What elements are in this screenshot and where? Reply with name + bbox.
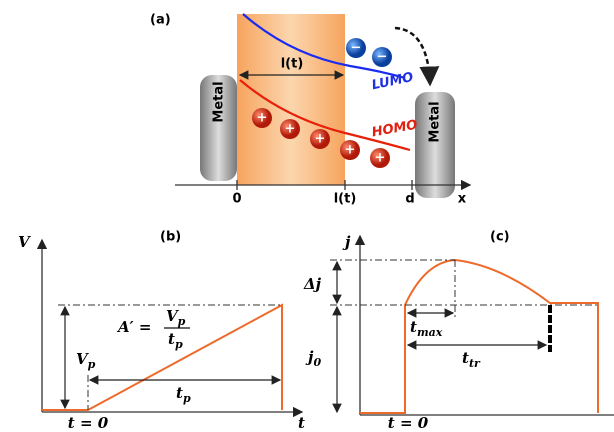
hole-sign: + xyxy=(345,143,356,158)
homo-label: HOMO xyxy=(371,118,419,141)
hole-sign: + xyxy=(375,151,386,166)
subscript: tr xyxy=(469,357,481,370)
formula-numerator: Vp xyxy=(166,307,186,328)
subscript: p xyxy=(183,392,191,405)
lumo-label: LUMO xyxy=(370,70,414,93)
symbol: t xyxy=(410,318,417,336)
plateau-label: j0 xyxy=(305,348,321,369)
symbol: t xyxy=(168,330,175,348)
panel-label: (c) xyxy=(490,230,510,245)
axis-label: x xyxy=(458,192,467,207)
tick-label: d xyxy=(405,192,414,207)
peak-time-label: tmax xyxy=(410,318,443,339)
figure: (a) Metal Metal LUMO HOMO l(t) − − + + +… xyxy=(0,0,614,432)
panel-label: (a) xyxy=(150,13,171,28)
metal-label: Metal xyxy=(212,81,227,122)
electron-sign: − xyxy=(377,50,388,65)
transit-time-label: ttr xyxy=(462,349,481,370)
semiconductor-layer xyxy=(237,14,345,185)
metal-label: Metal xyxy=(428,101,443,142)
axis-label: V xyxy=(18,233,31,251)
page: Figure {"panel_a":{"label":"(a)","metals… xyxy=(0,0,614,432)
hole-sign: + xyxy=(285,122,296,137)
electron-sign: − xyxy=(351,41,362,56)
tick-label: 0 xyxy=(232,192,241,207)
hole-sign: + xyxy=(257,111,268,126)
symbol: t xyxy=(176,384,183,402)
overshoot-label: Δj xyxy=(303,275,322,293)
axis-label: j xyxy=(342,233,351,251)
hole-sign: + xyxy=(315,132,326,147)
current-transient xyxy=(360,260,598,413)
subscript: p xyxy=(178,315,186,328)
subscript: p xyxy=(175,338,183,351)
amplitude-label: Vp xyxy=(76,350,96,371)
formula-lhs: A′ = xyxy=(116,318,151,336)
tick-label: l(t) xyxy=(334,192,357,207)
width-label: l(t) xyxy=(281,57,304,72)
symbol: t xyxy=(462,349,469,367)
subscript: p xyxy=(88,358,96,371)
subscript: 0 xyxy=(313,356,321,369)
subscript: max xyxy=(417,326,443,339)
start-label: t = 0 xyxy=(68,414,109,432)
axis-label: t xyxy=(298,414,305,432)
panel-label: (b) xyxy=(160,230,181,245)
start-label: t = 0 xyxy=(388,414,429,432)
body: (a) Metal Metal LUMO HOMO l(t) − − + + +… xyxy=(0,0,614,432)
duration-label: tp xyxy=(176,384,191,405)
formula-denominator: tp xyxy=(168,330,183,351)
